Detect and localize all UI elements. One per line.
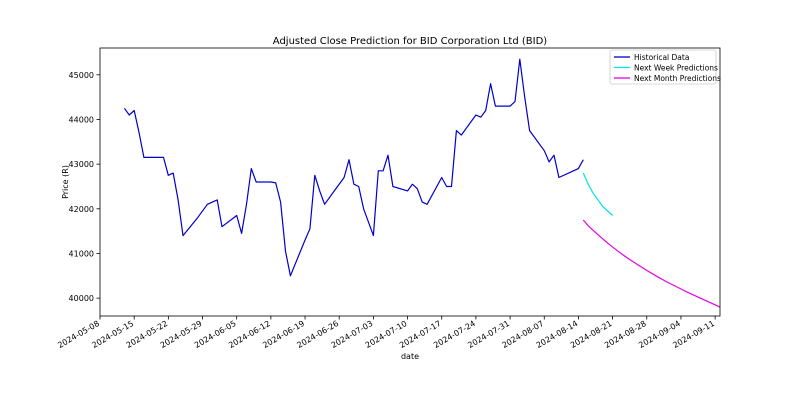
x-axis-label: date — [401, 352, 419, 361]
legend-box — [609, 49, 717, 85]
series-line-0 — [123, 58, 584, 277]
y-tick-label-5: 45000 — [69, 71, 94, 80]
legend-label-0: Historical Data — [634, 53, 689, 62]
legend-label-2: Next Month Predictions — [634, 74, 721, 83]
legend: Historical Data Next Week PredictionsNext… — [609, 49, 721, 85]
y-tick-label-2: 42000 — [69, 205, 94, 214]
series-line-1 — [582, 172, 614, 216]
y-tick-label-3: 43000 — [69, 160, 94, 169]
legend-label-1: Next Week Predictions — [634, 64, 718, 73]
y-axis-label: Price (R) — [61, 165, 70, 199]
plot-lines — [123, 58, 721, 308]
y-tick-label-0: 40000 — [69, 294, 94, 303]
y-tick-label-4: 44000 — [69, 115, 94, 124]
x-axis-ticks: 2024-05-082024-05-152024-05-222024-05-29… — [56, 316, 716, 350]
chart-title: Adjusted Close Prediction for BID Corpor… — [273, 36, 548, 47]
series-line-2 — [582, 219, 721, 308]
y-tick-label-1: 41000 — [69, 249, 94, 258]
plot-area-frame — [99, 47, 721, 317]
y-axis-ticks: 40000 41000 42000 43000 44000 45000 — [69, 71, 100, 303]
